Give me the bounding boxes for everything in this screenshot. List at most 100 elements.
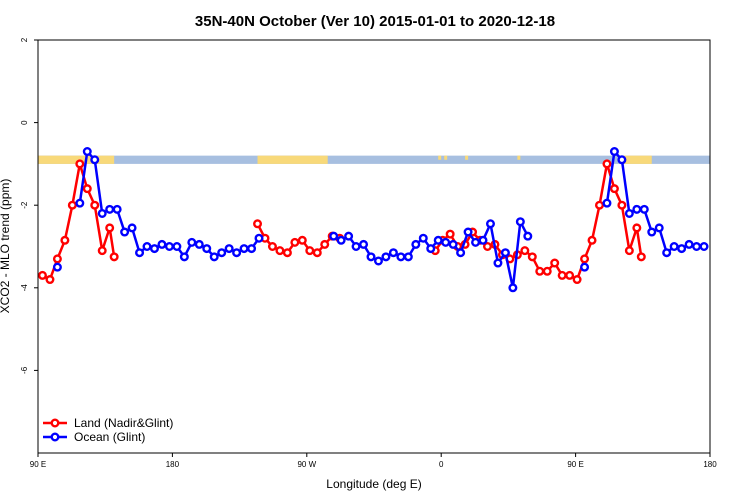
data-point	[164, 241, 174, 251]
data-point	[609, 184, 619, 194]
data-point	[684, 239, 694, 249]
data-point	[478, 235, 488, 245]
data-point	[594, 200, 604, 210]
data-point	[179, 252, 189, 262]
data-point	[572, 275, 582, 285]
data-point	[654, 223, 664, 233]
data-point	[441, 237, 451, 247]
data-point	[90, 155, 100, 165]
data-point	[699, 241, 709, 251]
legend-item: Land (Nadir&Glint)	[43, 416, 173, 430]
data-point	[445, 229, 455, 239]
data-point	[351, 241, 361, 251]
data-point	[500, 248, 510, 258]
series-line	[41, 163, 116, 282]
land-mask-speck	[444, 155, 448, 160]
data-point	[471, 237, 481, 247]
data-point	[381, 252, 391, 262]
y-tick-label: -6	[20, 366, 29, 374]
data-point	[433, 235, 443, 245]
data-point	[535, 266, 545, 276]
land-mask-span	[621, 155, 652, 164]
data-point	[396, 252, 406, 262]
data-point	[602, 198, 612, 208]
data-point	[485, 219, 495, 229]
x-axis-label: Longitude (deg E)	[326, 477, 421, 491]
data-point	[388, 248, 398, 258]
data-point	[550, 258, 560, 268]
data-point	[109, 252, 119, 262]
land-mask-span	[257, 155, 328, 164]
x-tick-label: 90 E	[567, 460, 583, 469]
y-tick-label: 2	[20, 37, 29, 42]
data-point	[527, 252, 537, 262]
data-point	[105, 223, 115, 233]
data-point	[624, 246, 634, 256]
data-point	[639, 204, 649, 214]
data-point	[463, 227, 473, 237]
data-point	[523, 231, 533, 241]
data-point	[632, 223, 642, 233]
chart-title: 35N-40N October (Ver 10) 2015-01-01 to 2…	[195, 13, 555, 30]
y-axis-label: XCO2 - MLO trend (ppm)	[0, 179, 12, 314]
data-point	[508, 283, 518, 293]
x-tick-label: 180	[166, 460, 180, 469]
y-tick-label: 0	[20, 120, 29, 125]
data-point	[172, 241, 182, 251]
data-point	[636, 252, 646, 262]
data-point	[52, 254, 62, 264]
data-point	[373, 256, 383, 266]
data-point	[60, 235, 70, 245]
data-point	[82, 147, 92, 157]
data-point	[187, 237, 197, 247]
data-point	[254, 233, 264, 243]
data-point	[105, 204, 115, 214]
data-point	[97, 208, 107, 218]
data-point	[157, 239, 167, 249]
series-line	[78, 148, 261, 260]
x-axis: 90 E 180 90 W 0 90 E 180	[30, 453, 717, 469]
data-point	[75, 159, 85, 169]
data-point	[52, 262, 62, 272]
data-point	[320, 239, 330, 249]
data-point	[493, 258, 503, 268]
data-point	[448, 239, 458, 249]
data-point	[624, 208, 634, 218]
data-point	[239, 244, 249, 254]
plot-frame	[37, 39, 711, 454]
data-point	[456, 248, 466, 258]
legend-marker	[50, 432, 60, 442]
data-point	[482, 241, 492, 251]
data-point	[142, 241, 152, 251]
data-point	[282, 248, 292, 258]
data-point	[411, 239, 421, 249]
x-tick-label: 180	[703, 460, 717, 469]
data-point	[662, 248, 672, 258]
data-point	[67, 200, 77, 210]
data-point	[344, 231, 354, 241]
legend-label: Land (Nadir&Glint)	[74, 416, 173, 430]
land-mask-span	[38, 155, 115, 164]
data-point	[297, 235, 307, 245]
data-point	[632, 204, 642, 214]
data-point	[542, 266, 552, 276]
data-point	[97, 246, 107, 256]
data-point	[515, 217, 525, 227]
x-tick-label: 90 E	[30, 460, 46, 469]
legend-marker	[50, 418, 60, 428]
data-point	[602, 159, 612, 169]
data-point	[232, 248, 242, 258]
data-point	[37, 270, 47, 280]
data-point	[336, 235, 346, 245]
data-point	[329, 231, 339, 241]
land-mask-speck	[438, 155, 442, 160]
data-point	[617, 200, 627, 210]
data-point	[275, 246, 285, 256]
data-point	[127, 223, 137, 233]
data-point	[45, 275, 55, 285]
data-point	[305, 246, 315, 256]
data-point	[247, 244, 257, 254]
data-point	[692, 241, 702, 251]
legend: Land (Nadir&Glint)Ocean (Glint)	[43, 416, 173, 444]
